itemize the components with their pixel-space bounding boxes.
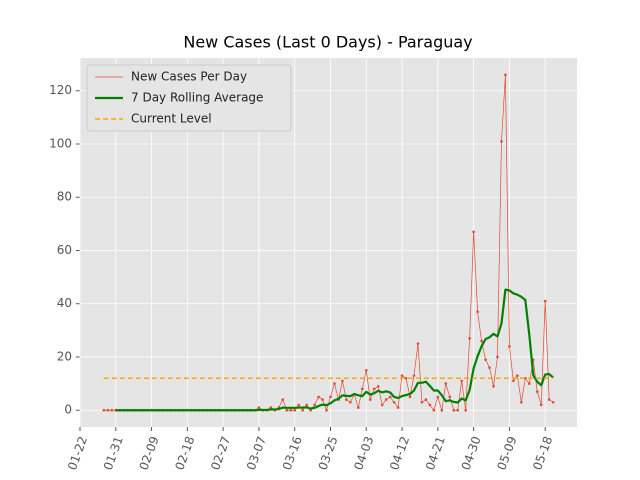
point (444, 382, 448, 385)
point (476, 310, 479, 314)
x-tick-label: 02-27 (208, 434, 233, 472)
point (281, 398, 285, 401)
y-tick-label: 80 (57, 190, 72, 204)
point (500, 140, 503, 143)
point (388, 395, 392, 399)
point (512, 379, 515, 383)
point (269, 406, 273, 409)
point (305, 403, 308, 407)
point (301, 408, 304, 412)
legend-box (86, 64, 292, 132)
point (110, 408, 114, 412)
x-tick-label: 04-21 (423, 434, 448, 472)
point (102, 408, 106, 412)
point (341, 379, 344, 383)
y-tick-label: 120 (49, 83, 72, 97)
point (551, 400, 555, 404)
point (424, 398, 428, 401)
y-tick-label: 60 (57, 243, 72, 257)
point (396, 406, 400, 409)
point (372, 387, 376, 391)
point (480, 339, 483, 343)
point (106, 408, 110, 412)
point (468, 337, 471, 340)
x-tick-label: 01-22 (65, 434, 90, 472)
point (368, 398, 372, 401)
y-tick-label: 20 (57, 349, 72, 363)
point (325, 408, 328, 412)
point (420, 400, 424, 404)
point (539, 403, 543, 407)
point (428, 403, 432, 407)
point (464, 408, 467, 412)
point (384, 398, 388, 401)
x-tick-label: 02-18 (172, 434, 197, 472)
y-tick-label: 40 (57, 296, 72, 310)
x-tick-label: 03-07 (244, 434, 269, 472)
point (547, 398, 551, 401)
point (285, 408, 289, 412)
point (293, 408, 297, 412)
chart-title: New Cases (Last 0 Days) - Paraguay (183, 33, 472, 52)
series-line (115, 288, 554, 412)
x-tick-label: 05-09 (494, 434, 519, 472)
y-tick-label: 100 (49, 136, 72, 150)
legend-label: New Cases Per Day (131, 70, 247, 84)
point (400, 374, 404, 377)
x-tick-label: 04-30 (459, 434, 484, 472)
point (317, 395, 320, 399)
x-tick-label: 04-12 (387, 434, 412, 472)
point (364, 368, 368, 372)
point (392, 400, 396, 404)
point (333, 382, 336, 385)
point (412, 374, 416, 377)
point (329, 395, 332, 399)
point (404, 376, 408, 380)
point (527, 382, 531, 385)
point (492, 384, 495, 388)
point (432, 408, 436, 412)
point (472, 230, 475, 234)
point (456, 408, 460, 412)
point (436, 395, 440, 399)
point (376, 384, 380, 388)
point (516, 374, 519, 377)
point (408, 395, 412, 399)
point (313, 403, 316, 407)
point (357, 406, 360, 409)
point (297, 403, 300, 407)
point (416, 342, 420, 345)
x-tick-label: 03-25 (316, 434, 341, 472)
point (488, 366, 491, 369)
point (484, 358, 487, 361)
point (504, 73, 507, 77)
x-tick-label: 03-16 (280, 434, 305, 472)
point (452, 408, 456, 412)
point (289, 408, 293, 412)
point (543, 299, 547, 303)
point (321, 398, 324, 401)
legend-label: 7 Day Rolling Average (131, 91, 263, 105)
legend-label: Current Level (131, 112, 212, 126)
y-tick-label: 0 (64, 403, 72, 417)
point (448, 395, 452, 399)
point (440, 408, 444, 412)
point (345, 398, 348, 401)
point (360, 387, 364, 391)
point (535, 390, 539, 393)
point (460, 379, 463, 383)
point (349, 400, 352, 404)
point (496, 355, 499, 359)
point (508, 345, 511, 348)
point (257, 406, 261, 409)
x-tick-label: 05-18 (530, 434, 555, 472)
x-tick-label: 04-03 (351, 434, 376, 472)
point (520, 400, 523, 404)
point (380, 403, 384, 407)
x-tick-label: 01-31 (101, 434, 126, 472)
x-tick-label: 02-09 (137, 434, 162, 472)
